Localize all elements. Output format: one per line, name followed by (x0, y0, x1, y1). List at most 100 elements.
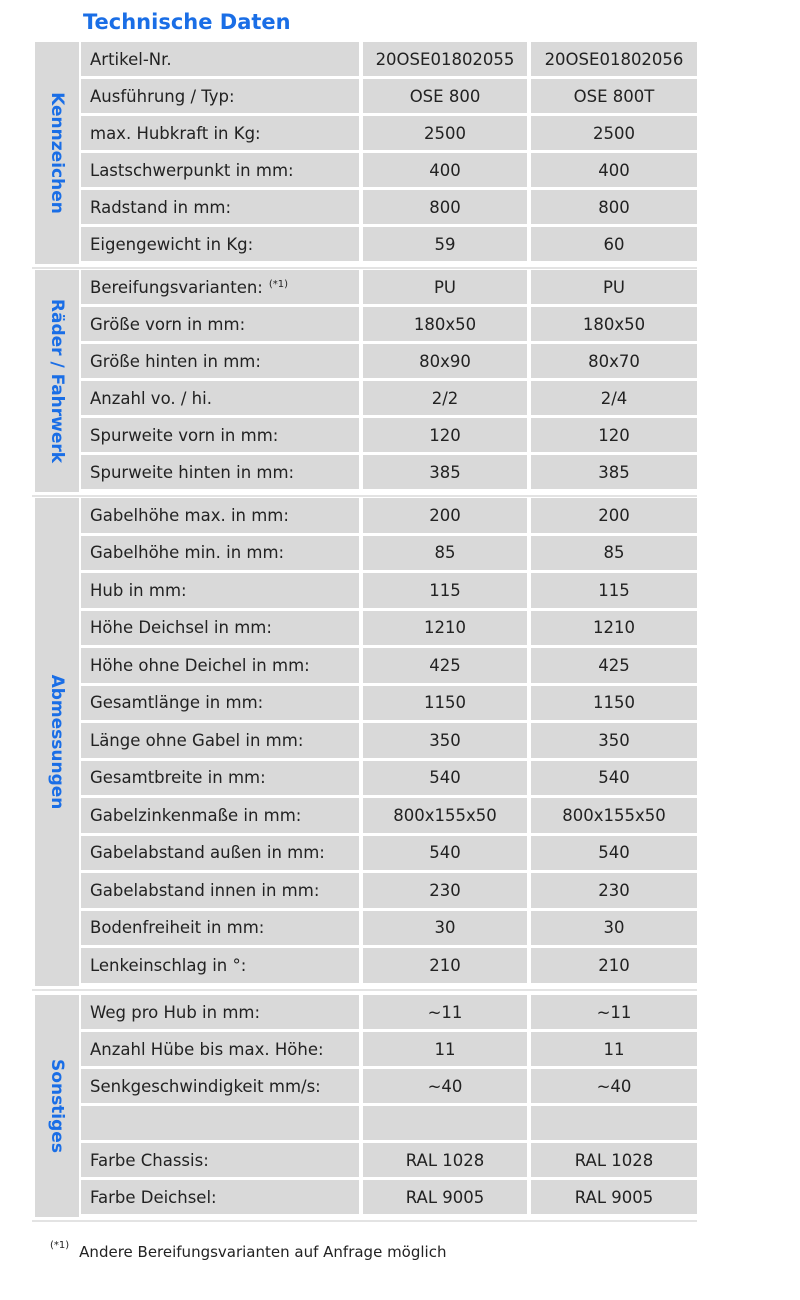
table-row: Gabelabstand außen in mm: 540 540 (81, 835, 697, 873)
row-label-text: Anzahl vo. / hi. (90, 388, 212, 408)
row-label: Hub in mm: (81, 573, 359, 611)
value-col2: 800x155x50 (531, 798, 697, 836)
value-col1 (363, 1106, 527, 1143)
row-label: Höhe ohne Deichel in mm: (81, 648, 359, 686)
table-row: Farbe Deichsel: RAL 9005 RAL 9005 (81, 1180, 697, 1217)
table-row: Gabelhöhe max. in mm: 200 200 (81, 498, 697, 536)
row-label: Bereifungsvarianten: (*1) (81, 270, 359, 307)
table-row: Gesamtlänge in mm: 1150 1150 (81, 685, 697, 723)
group-label-text: Abmessungen (47, 674, 67, 810)
table-row: Anzahl Hübe bis max. Höhe: 11 11 (81, 1032, 697, 1069)
value-col1: 1210 (363, 610, 527, 648)
table-row: Spurweite vorn in mm: 120 120 (81, 418, 697, 455)
row-label: Gesamtbreite in mm: (81, 760, 359, 798)
value-col1: 200 (363, 498, 527, 536)
row-label-text: Gabelabstand außen in mm: (90, 843, 325, 863)
row-label: Größe hinten in mm: (81, 344, 359, 381)
value-col2: 11 (531, 1032, 697, 1069)
table-row: Radstand in mm: 800 800 (81, 190, 697, 227)
row-label: Lastschwerpunkt in mm: (81, 153, 359, 190)
row-label-text: max. Hubkraft in Kg: (90, 123, 261, 143)
row-label-text: Größe vorn in mm: (90, 314, 246, 334)
value-col2: 2/4 (531, 381, 697, 418)
row-label-text: Weg pro Hub in mm: (90, 1002, 261, 1022)
spec-group: Abmessungen Gabelhöhe max. in mm: 200 20… (32, 498, 697, 990)
value-col2 (531, 1106, 697, 1143)
footnote-mark: (*1) (50, 1240, 70, 1251)
group-label: Sonstiges (35, 995, 79, 1217)
table-row: Hub in mm: 115 115 (81, 573, 697, 611)
value-col2: 1210 (531, 610, 697, 648)
row-label: Anzahl vo. / hi. (81, 381, 359, 418)
row-label: Länge ohne Gabel in mm: (81, 723, 359, 761)
value-col2: ~40 (531, 1069, 697, 1106)
value-col2: 85 (531, 535, 697, 573)
row-label-text: Spurweite hinten in mm: (90, 462, 295, 482)
table-row: Gesamtbreite in mm: 540 540 (81, 760, 697, 798)
value-col2: 2500 (531, 116, 697, 153)
row-label-text: Größe hinten in mm: (90, 351, 261, 371)
value-col1: 350 (363, 723, 527, 761)
row-label: Artikel-Nr. (81, 42, 359, 79)
value-col2: 80x70 (531, 344, 697, 381)
table-row: Gabelhöhe min. in mm: 85 85 (81, 535, 697, 573)
group-label-text: Sonstiges (47, 1059, 67, 1153)
row-label-text: Ausführung / Typ: (90, 86, 235, 106)
row-label: Eigengewicht in Kg: (81, 227, 359, 264)
row-label: Gabelzinkenmaße in mm: (81, 798, 359, 836)
value-col2: 210 (531, 948, 697, 986)
table-row: Lenkeinschlag in °: 210 210 (81, 948, 697, 986)
row-label-text: Gabelzinkenmaße in mm: (90, 805, 302, 825)
value-col2: OSE 800T (531, 79, 697, 116)
value-col2: 180x50 (531, 307, 697, 344)
row-label: Gabelabstand innen in mm: (81, 873, 359, 911)
value-col1: 115 (363, 573, 527, 611)
table-row: Anzahl vo. / hi. 2/2 2/4 (81, 381, 697, 418)
table-row: Gabelabstand innen in mm: 230 230 (81, 873, 697, 911)
value-col1: 2/2 (363, 381, 527, 418)
row-label-text: Farbe Chassis: (90, 1150, 209, 1170)
table-row: Artikel-Nr. 20OSE01802055 20OSE01802056 (81, 42, 697, 79)
value-col1: RAL 1028 (363, 1143, 527, 1180)
value-col1: 20OSE01802055 (363, 42, 527, 79)
table-row: Farbe Chassis: RAL 1028 RAL 1028 (81, 1143, 697, 1180)
row-label-text: Lenkeinschlag in °: (90, 955, 247, 975)
row-label: Gabelhöhe min. in mm: (81, 535, 359, 573)
row-label: Lenkeinschlag in °: (81, 948, 359, 986)
value-col1: 180x50 (363, 307, 527, 344)
table-row: Eigengewicht in Kg: 59 60 (81, 227, 697, 264)
group-label-text: Räder / Fahrwerk (47, 298, 67, 464)
table-row: Bereifungsvarianten: (*1) PU PU (81, 270, 697, 307)
value-col2: 1150 (531, 685, 697, 723)
value-col1: RAL 9005 (363, 1180, 527, 1217)
footnote: (*1) Andere Bereifungsvarianten auf Anfra… (50, 1240, 446, 1261)
value-col2: 400 (531, 153, 697, 190)
value-col1: 385 (363, 455, 527, 492)
value-col1: 120 (363, 418, 527, 455)
value-col1: 30 (363, 910, 527, 948)
value-col1: ~11 (363, 995, 527, 1032)
value-col2: 385 (531, 455, 697, 492)
value-col1: OSE 800 (363, 79, 527, 116)
row-label-text: Artikel-Nr. (90, 49, 172, 69)
spec-group: Sonstiges Weg pro Hub in mm: ~11 ~11 Anz… (32, 995, 697, 1222)
table-row: Höhe ohne Deichel in mm: 425 425 (81, 648, 697, 686)
table-row: Spurweite hinten in mm: 385 385 (81, 455, 697, 492)
page-title: Technische Daten (83, 10, 291, 34)
value-col1: 400 (363, 153, 527, 190)
row-label: Spurweite hinten in mm: (81, 455, 359, 492)
value-col2: 800 (531, 190, 697, 227)
spec-group: Kennzeichen Artikel-Nr. 20OSE01802055 20… (32, 42, 697, 269)
value-col2: 540 (531, 835, 697, 873)
table-row: Senkgeschwindigkeit mm/s: ~40 ~40 (81, 1069, 697, 1106)
value-col1: 230 (363, 873, 527, 911)
row-label: Farbe Chassis: (81, 1143, 359, 1180)
row-label: max. Hubkraft in Kg: (81, 116, 359, 153)
value-col1: 2500 (363, 116, 527, 153)
value-col2: 540 (531, 760, 697, 798)
value-col1: 540 (363, 760, 527, 798)
row-label-text: Gabelabstand innen in mm: (90, 880, 320, 900)
value-col2: 60 (531, 227, 697, 264)
value-col1: 210 (363, 948, 527, 986)
row-label-text: Radstand in mm: (90, 197, 232, 217)
